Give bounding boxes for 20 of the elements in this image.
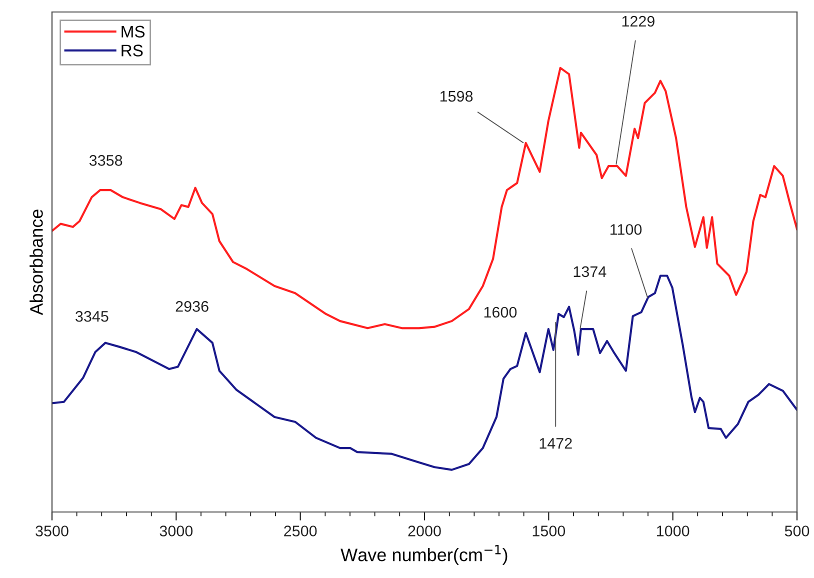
x-tick-label: 3500	[36, 526, 68, 536]
x-axis-title: Wave number(cm$^{−1}$)	[340, 544, 508, 565]
x-tick-label: 2500	[284, 526, 317, 536]
y-axis-title: Absorbbance	[30, 210, 43, 316]
annotation: 1229	[622, 16, 654, 27]
annotation: 3358	[89, 155, 122, 166]
legend-label: MS	[122, 26, 145, 38]
x-tick-label: 2000	[408, 526, 441, 536]
annotation: 1472	[540, 438, 572, 449]
annotation: 1374	[574, 266, 606, 278]
x-tick-label: 1500	[532, 526, 566, 536]
x-tick-label: 3000	[160, 526, 193, 536]
legend-label: RS	[122, 44, 143, 56]
annotation: 1600	[484, 306, 517, 318]
annotation: 2936	[176, 301, 208, 312]
annotation: 3345	[76, 310, 108, 322]
x-tick-label: 500	[784, 526, 810, 536]
annotation: 1100	[610, 224, 642, 235]
x-tick-label: 1000	[657, 526, 690, 536]
annotation: 1598	[440, 90, 473, 102]
